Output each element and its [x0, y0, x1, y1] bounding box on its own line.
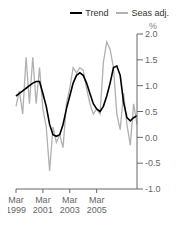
- html-text:Seas adj.: Seas adj.: [131, 8, 169, 18]
- svg-text:Mar1999: Mar1999: [8, 195, 26, 215]
- svg-text:-0.5: -0.5: [145, 158, 161, 168]
- svg-text:Mar2001: Mar2001: [33, 195, 53, 215]
- svg-text:Mar2003: Mar2003: [60, 195, 80, 215]
- svg-text:2.0: 2.0: [145, 29, 158, 40]
- svg-text:Mar2005: Mar2005: [87, 195, 107, 215]
- svg-text:1.5: 1.5: [145, 55, 158, 65]
- svg-text:-1.0: -1.0: [145, 184, 161, 194]
- svg-text:0.5: 0.5: [145, 107, 158, 117]
- html-text:Trend: Trend: [85, 8, 109, 18]
- svg-text:0.0: 0.0: [145, 133, 158, 143]
- svg-text:%: %: [149, 21, 157, 31]
- svg-text:1.0: 1.0: [145, 81, 158, 91]
